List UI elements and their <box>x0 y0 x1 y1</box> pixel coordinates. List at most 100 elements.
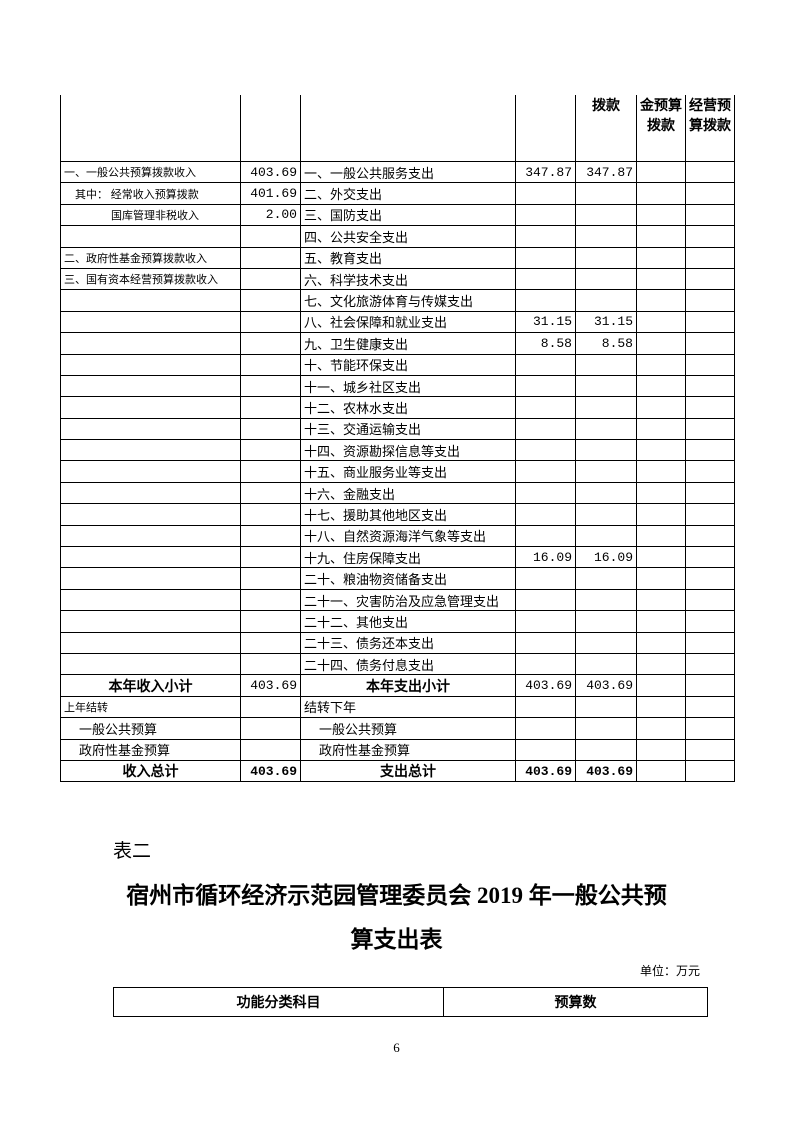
income-amount <box>240 353 301 376</box>
carryover-row: 上年结转 结转下年 <box>60 695 735 719</box>
capital-budget-amount <box>685 246 735 269</box>
general-budget-amount <box>575 396 637 419</box>
income-item <box>60 652 241 676</box>
capital-budget-amount <box>685 546 735 569</box>
income-amount <box>240 246 301 269</box>
header-cell <box>515 95 576 162</box>
capital-budget-amount <box>685 310 735 334</box>
table-row: 十九、住房保障支出 16.09 16.09 <box>60 546 735 569</box>
table-row: 七、文化旅游体育与传媒支出 <box>60 289 735 312</box>
general-budget-amount <box>575 203 637 227</box>
expense-total <box>515 631 576 654</box>
expense-total <box>515 610 576 633</box>
expense-item: 一般公共预算 <box>300 717 516 740</box>
income-amount <box>240 652 301 676</box>
table-row: 九、卫生健康支出 8.58 8.58 <box>60 332 735 355</box>
expense-item: 十、节能环保支出 <box>300 353 516 376</box>
table-row: 二十一、灾害防治及应急管理支出 <box>60 588 735 612</box>
general-budget-amount: 16.09 <box>575 546 637 569</box>
fund-budget-amount <box>636 503 686 526</box>
expense-total: 347.87 <box>515 160 576 184</box>
general-budget-amount <box>575 695 637 719</box>
fund-budget-amount <box>636 481 686 505</box>
table-row: 一、一般公共预算拨款收入 403.69 一、一般公共服务支出 347.87 347.87 <box>60 160 735 184</box>
expense-total <box>515 738 576 761</box>
carryover-row: 一般公共预算 一般公共预算 <box>60 717 735 740</box>
income-amount <box>240 460 301 483</box>
capital-budget-amount <box>685 524 735 548</box>
table-row: 其中： 经常收入预算拨款 401.69 二、外交支出 <box>60 182 735 205</box>
capital-budget-amount <box>685 289 735 312</box>
income-item: 其中： 经常收入预算拨款 <box>60 182 241 205</box>
table-row: 八、社会保障和就业支出 31.15 31.15 <box>60 310 735 334</box>
income-item <box>60 332 241 355</box>
income-item: 二、政府性基金预算拨款收入 <box>60 246 241 269</box>
fund-budget-amount <box>636 203 686 227</box>
fund-budget-amount <box>636 332 686 355</box>
expense-total <box>515 267 576 291</box>
expense-item: 六、科学技术支出 <box>300 267 516 291</box>
fund-budget-amount <box>636 674 686 697</box>
table-row: 二、政府性基金预算拨款收入 五、教育支出 <box>60 246 735 269</box>
expense-item: 十八、自然资源海洋气象等支出 <box>300 524 516 548</box>
fund-budget-amount <box>636 310 686 334</box>
capital-budget-amount <box>685 759 735 783</box>
expense-total <box>515 225 576 248</box>
fund-budget-amount <box>636 353 686 376</box>
income-amount <box>240 332 301 355</box>
income-amount <box>240 481 301 505</box>
income-item <box>60 439 241 462</box>
expense-total <box>515 203 576 227</box>
table-row: 二十、粮油物资储备支出 <box>60 567 735 590</box>
income-item: 国库管理非税收入 <box>60 203 241 227</box>
expense-item: 二十、粮油物资储备支出 <box>300 567 516 590</box>
fund-budget-amount <box>636 225 686 248</box>
header-cell: 经营预算拨款 <box>685 95 735 162</box>
table-row: 四、公共安全支出 <box>60 225 735 248</box>
general-budget-amount <box>575 353 637 376</box>
capital-budget-amount <box>685 396 735 419</box>
income-item <box>60 417 241 441</box>
fund-budget-amount <box>636 631 686 654</box>
capital-budget-amount <box>685 631 735 654</box>
expense-item: 政府性基金预算 <box>300 738 516 761</box>
capital-budget-amount <box>685 160 735 184</box>
general-budget-amount: 403.69 <box>575 759 637 783</box>
income-amount <box>240 289 301 312</box>
income-amount <box>240 225 301 248</box>
general-budget-amount <box>575 588 637 612</box>
income-item <box>60 460 241 483</box>
carryover-row: 政府性基金预算 政府性基金预算 <box>60 738 735 761</box>
expense-item: 九、卫生健康支出 <box>300 332 516 355</box>
expense-item: 二十四、债务付息支出 <box>300 652 516 676</box>
income-item: 收入总计 <box>60 759 241 783</box>
expense-item: 二、外交支出 <box>300 182 516 205</box>
page-number: 6 <box>393 1040 400 1055</box>
income-amount <box>240 567 301 590</box>
general-budget-amount: 31.15 <box>575 310 637 334</box>
income-amount <box>240 546 301 569</box>
capital-budget-amount <box>685 353 735 376</box>
unit-label: 单位：万元 <box>640 964 701 978</box>
capital-budget-amount <box>685 203 735 227</box>
fund-budget-amount <box>636 717 686 740</box>
fund-budget-amount <box>636 695 686 719</box>
general-budget-amount: 403.69 <box>575 674 637 697</box>
capital-budget-amount <box>685 417 735 441</box>
income-item: 三、国有资本经营预算拨款收入 <box>60 267 241 291</box>
expense-item: 二十一、灾害防治及应急管理支出 <box>300 588 516 612</box>
expense-total <box>515 567 576 590</box>
expense-total: 403.69 <box>515 759 576 783</box>
table-row: 十二、农林水支出 <box>60 396 735 419</box>
expense-item: 本年支出小计 <box>300 674 516 697</box>
expense-item: 十一、城乡社区支出 <box>300 374 516 398</box>
capital-budget-amount <box>685 225 735 248</box>
capital-budget-amount <box>685 567 735 590</box>
expense-total <box>515 524 576 548</box>
header-function-category: 功能分类科目 <box>113 987 444 1017</box>
income-item <box>60 310 241 334</box>
fund-budget-amount <box>636 567 686 590</box>
table-row: 十七、援助其他地区支出 <box>60 503 735 526</box>
general-budget-amount <box>575 225 637 248</box>
table-row: 二十二、其他支出 <box>60 610 735 633</box>
